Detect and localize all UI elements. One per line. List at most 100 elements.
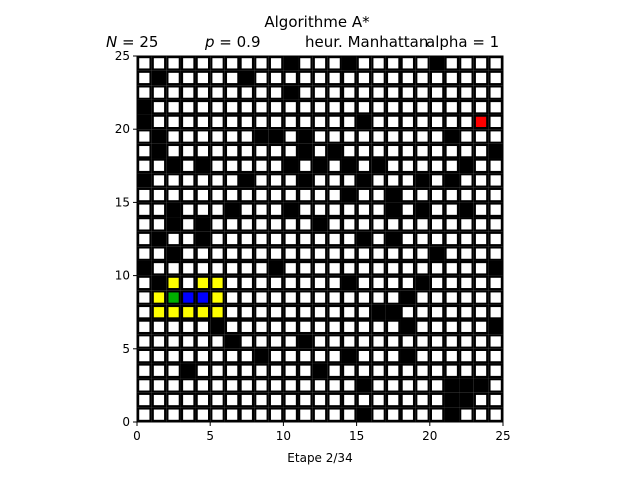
cell-empty [475,321,487,332]
cell-empty [270,307,282,318]
cell-wall [153,146,165,157]
cell-wall [270,131,282,142]
cell-empty [241,102,252,113]
cell-empty [139,233,150,245]
cell-empty [388,277,399,289]
cell-empty [432,102,443,113]
cell-empty [490,248,501,259]
cell-empty [432,131,443,142]
cell-empty [402,409,413,420]
cell-empty [388,58,399,69]
cell-empty [270,365,282,376]
cell-empty [183,204,194,215]
cell-wall [461,160,472,171]
cell-empty [153,321,165,332]
cell-empty [461,219,472,230]
cell-empty [300,102,311,113]
cell-empty [329,72,340,84]
cell-empty [256,233,267,245]
cell-empty [373,189,384,201]
cell-empty [344,263,355,274]
y-tick-label: 10 [115,269,130,283]
cell-empty [446,248,457,259]
cell-empty [153,58,165,69]
cell-empty [388,248,399,259]
cell-empty [432,233,443,245]
cell-wall [388,204,399,215]
cell-empty [314,394,326,406]
cell-empty [227,116,238,127]
cell-wall [197,233,208,245]
cell-empty [461,277,472,289]
cell-empty [475,102,487,113]
cell-empty [314,292,326,303]
cell-empty [139,394,150,406]
cell-empty [241,146,252,157]
cell-wall [490,146,501,157]
cell-empty [256,204,267,215]
cell-empty [432,351,443,362]
cell-empty [329,233,340,245]
param-p-label: p [204,33,215,51]
cell-empty [461,365,472,376]
param-alpha: alpha = 1 [426,33,499,51]
cell-empty [417,248,428,259]
cell-empty [417,321,428,332]
cell-empty [329,204,340,215]
cell-empty [270,116,282,127]
cell-empty [402,307,413,318]
cell-empty [241,380,252,391]
param-n-label: N [106,33,117,51]
cell-empty [168,175,179,186]
cell-wall [139,263,150,274]
cell-empty [417,263,428,274]
cell-empty [197,72,208,84]
cell-empty [183,175,194,186]
cell-empty [388,116,399,127]
param-n-value: = 25 [117,33,158,51]
cell-empty [139,131,150,142]
cell-wall [212,321,223,332]
cell-wall [344,277,355,289]
cell-empty [358,263,370,274]
cell-empty [153,409,165,420]
cell-wall [168,248,179,259]
cell-wall [300,175,311,186]
cell-empty [329,160,340,171]
cell-empty [446,263,457,274]
cell-empty [344,131,355,142]
cell-empty [358,277,370,289]
cell-empty [285,131,296,142]
cell-empty [139,219,150,230]
cell-empty [402,219,413,230]
cell-empty [314,336,326,347]
cell-empty [446,351,457,362]
cell-empty [270,175,282,186]
cell-empty [358,58,370,69]
cell-empty [373,175,384,186]
cell-empty [388,365,399,376]
cell-empty [300,277,311,289]
cell-empty [153,175,165,186]
cell-empty [314,307,326,318]
cell-empty [139,189,150,201]
cell-empty [358,292,370,303]
cell-empty [285,72,296,84]
y-tick-label: 15 [115,195,130,209]
cell-empty [300,116,311,127]
cell-empty [197,394,208,406]
cell-empty [256,58,267,69]
cell-empty [475,175,487,186]
cell-empty [314,277,326,289]
cell-empty [461,248,472,259]
cell-empty [153,116,165,127]
cell-empty [417,380,428,391]
cell-empty [432,365,443,376]
cell-empty [197,204,208,215]
cell-empty [314,102,326,113]
cell-empty [270,233,282,245]
cell-empty [314,380,326,391]
cell-empty [344,292,355,303]
cell-empty [256,307,267,318]
